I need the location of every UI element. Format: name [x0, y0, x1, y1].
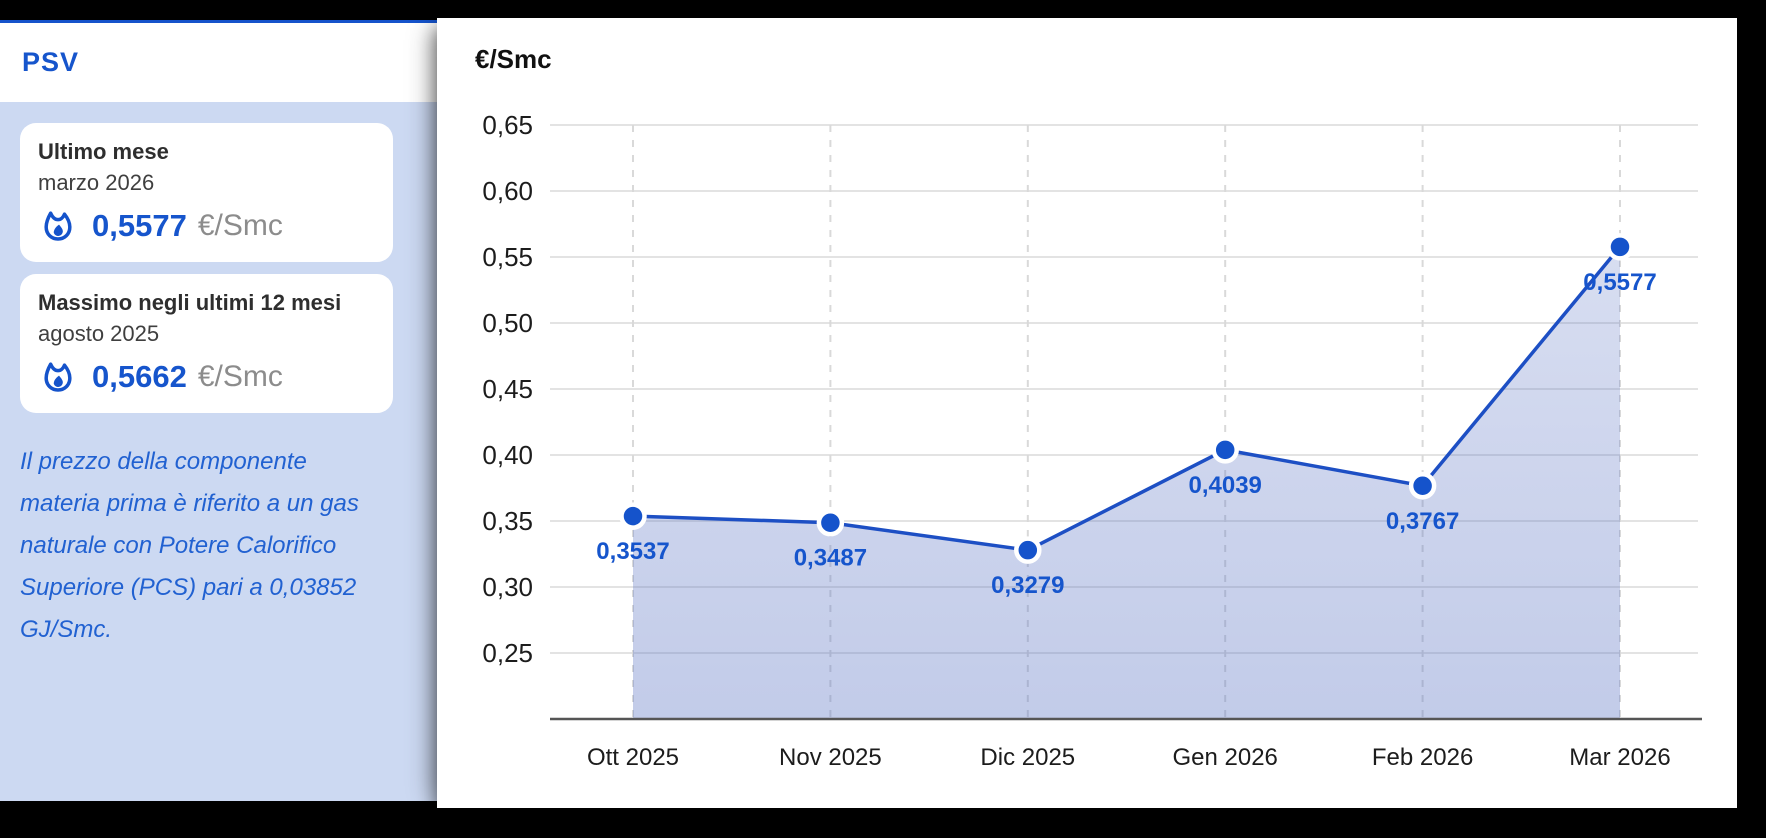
- data-point[interactable]: [1606, 233, 1634, 261]
- stat-card-subtitle: marzo 2026: [38, 170, 155, 195]
- chart-card: €/Smc 0,65 0,60 0,55 0,50 0,45 0,40 0,35 0,30 0,…: [437, 18, 1737, 808]
- price-line: [631, 245, 1622, 552]
- stat-value-row: 0,5662 €/Smc: [38, 357, 375, 397]
- data-point-label: 0,4039: [1188, 472, 1261, 499]
- sidebar-header: PSV: [0, 23, 437, 102]
- y-tick-label: 0,30: [482, 572, 533, 602]
- y-tick-label: 0,50: [482, 308, 533, 338]
- sidebar-body: Ultimo mese marzo 2026 0,5577 €/Smc Mass…: [0, 102, 437, 801]
- x-tick-label: Gen 2026: [1172, 744, 1277, 771]
- stat-card-subtitle: agosto 2025: [38, 321, 160, 346]
- area-fill: [633, 246, 1620, 719]
- data-point-label: 0,3767: [1386, 508, 1459, 535]
- x-tick-label: Ott 2025: [587, 744, 679, 771]
- gas-flame-icon: [44, 362, 72, 392]
- stat-card-12-month-max: Massimo negli ultimi 12 mesi agosto 2025…: [20, 274, 393, 413]
- y-tick-label: 0,45: [482, 374, 533, 404]
- y-tick-label: 0,40: [482, 440, 533, 470]
- top-accent-line: [0, 20, 470, 23]
- stat-card-last-month: Ultimo mese marzo 2026 0,5577 €/Smc: [20, 123, 393, 262]
- price-line-chart: 0,65 0,60 0,55 0,50 0,45 0,40 0,35 0,30 0,25 0,35…: [482, 110, 1702, 771]
- data-point[interactable]: [816, 508, 845, 537]
- psv-sidebar: PSV Ultimo mese marzo 2026 0,5577 €/Smc …: [0, 23, 437, 801]
- y-tick-label: 0,60: [482, 176, 533, 206]
- stat-value: 0,5577: [92, 208, 187, 243]
- x-tick-label: Nov 2025: [779, 744, 882, 771]
- data-point-label: 0,3537: [596, 538, 669, 565]
- page-title: PSV: [22, 47, 80, 77]
- gas-flame-icon: [44, 211, 72, 241]
- data-point-label: 0,5577: [1583, 269, 1656, 296]
- stat-unit: €/Smc: [197, 360, 283, 393]
- y-tick-label: 0,25: [482, 638, 533, 668]
- x-tick-label: Dic 2025: [980, 744, 1075, 771]
- y-tick-label: 0,65: [482, 110, 533, 140]
- stat-unit: €/Smc: [197, 209, 283, 242]
- data-point[interactable]: [619, 502, 647, 530]
- stat-value-row: 0,5577 €/Smc: [38, 206, 375, 246]
- stat-value: 0,5662: [92, 359, 187, 394]
- data-point[interactable]: [1408, 472, 1437, 500]
- x-tick-label: Mar 2026: [1569, 744, 1670, 771]
- data-point[interactable]: [1014, 536, 1042, 564]
- stat-card-title: Ultimo mese: [38, 139, 169, 164]
- data-point-label: 0,3279: [991, 572, 1064, 599]
- stat-card-title: Massimo negli ultimi 12 mesi: [38, 290, 342, 315]
- y-tick-label: 0,35: [482, 506, 533, 536]
- data-point-label: 0,3487: [794, 545, 867, 572]
- price-note: Il prezzo della componente materia prima…: [20, 448, 359, 643]
- x-tick-label: Feb 2026: [1372, 744, 1473, 771]
- data-point[interactable]: [1211, 436, 1239, 464]
- chart-unit-label: €/Smc: [475, 44, 552, 74]
- y-tick-label: 0,55: [482, 242, 533, 272]
